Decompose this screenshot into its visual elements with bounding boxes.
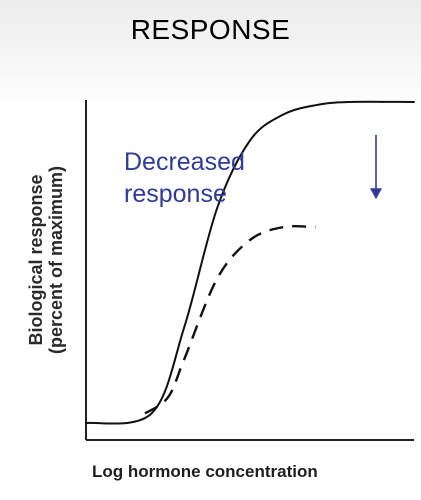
y-axis-label: Biological response (percent of maximum) bbox=[26, 166, 66, 354]
y-axis-label-wrap: Biological response (percent of maximum) bbox=[20, 140, 72, 380]
y-axis-label-line-1: Biological response bbox=[26, 174, 46, 346]
annotation-line-1: Decreased bbox=[124, 148, 245, 176]
annotation-line-2: response bbox=[124, 180, 227, 208]
slide-title: RESPONSE bbox=[130, 14, 291, 45]
x-axis-label: Log hormone concentration bbox=[92, 462, 318, 481]
decrease-arrow-head bbox=[370, 188, 382, 200]
series-normal-response bbox=[85, 100, 415, 425]
decreased-response-annotation: Decreased response bbox=[124, 146, 245, 210]
series-decreased-response bbox=[144, 225, 316, 415]
y-axis-label-line-2: (percent of maximum) bbox=[46, 165, 66, 355]
